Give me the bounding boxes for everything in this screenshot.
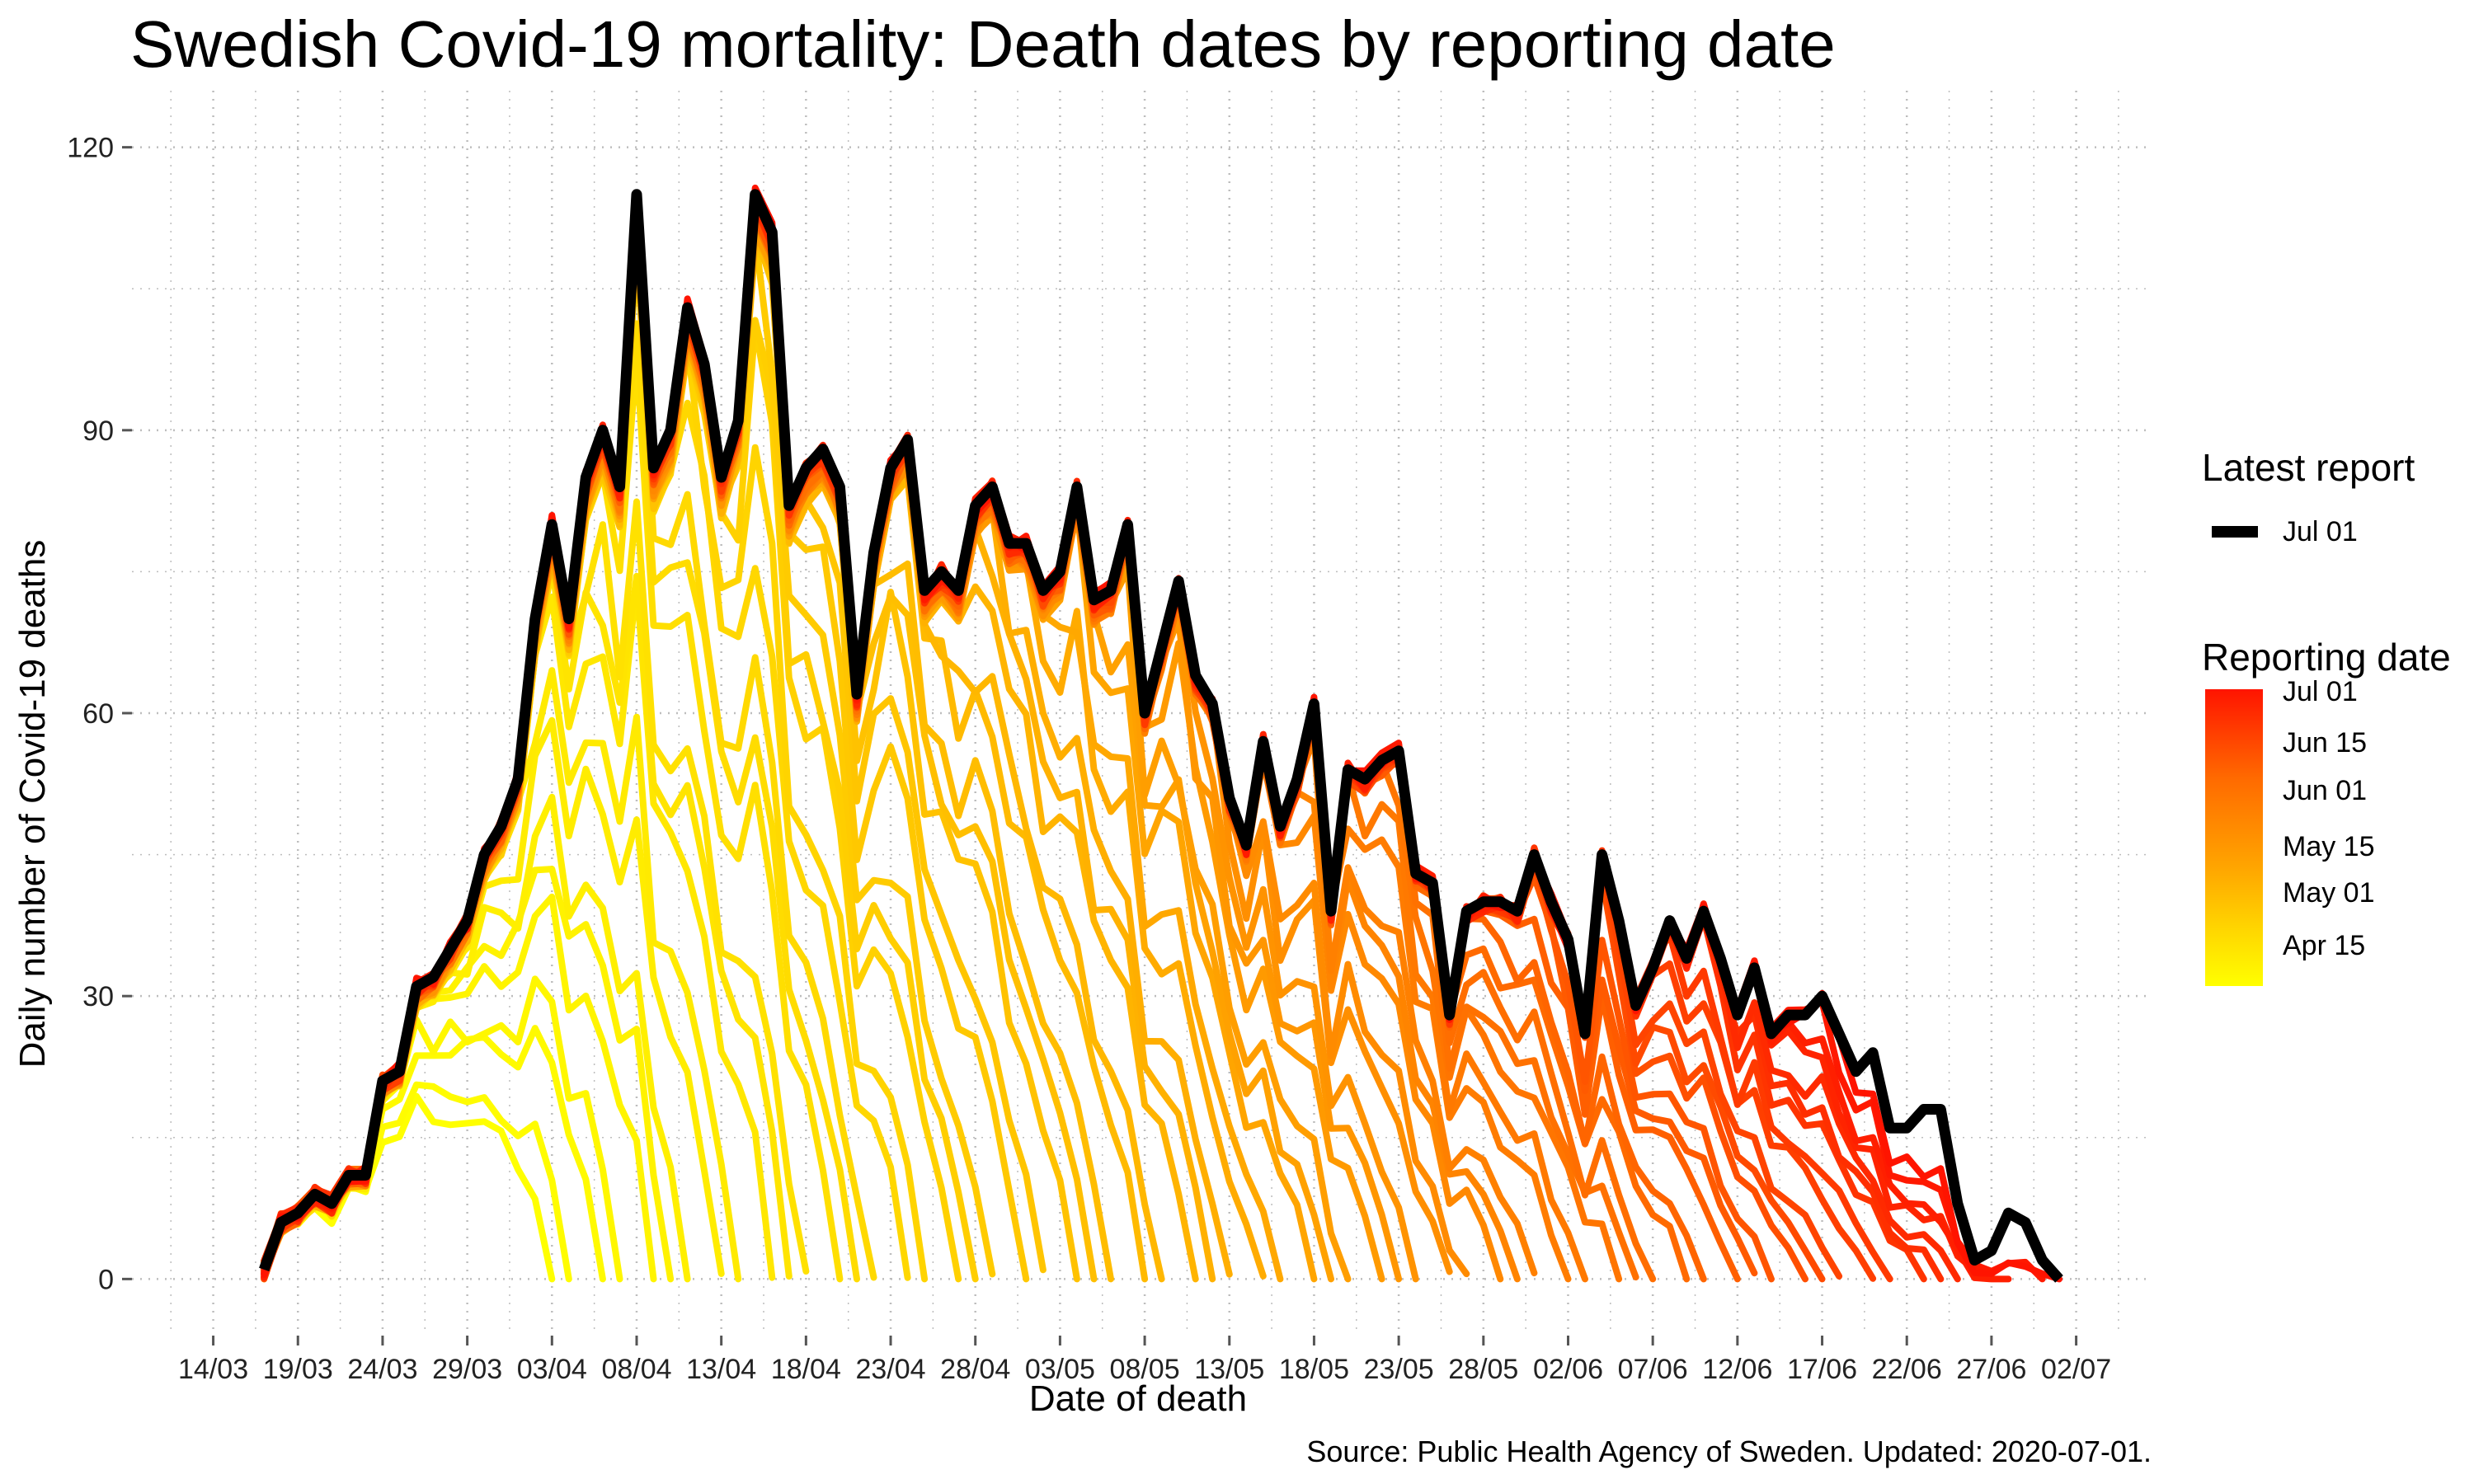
legend-reporting-label: Jun 01 [2283,775,2368,806]
x-tick-label: 12/06 [1702,1354,1772,1385]
x-tick-label: 28/04 [940,1354,1010,1385]
latest-report-line [259,189,2063,1283]
report-line [261,184,2062,1283]
x-tick-label: 24/03 [347,1354,417,1385]
legend-latest-label: Jul 01 [2283,516,2358,547]
x-axis-ticks: 14/03 19/03 24/03 29/03 03/04 08/04 13/04 18/04… [178,1336,2111,1385]
report-line [261,195,1945,1283]
legend-latest-title: Latest report [2202,446,2415,489]
x-tick-label: 22/06 [1872,1354,1942,1385]
y-tick-label: 0 [98,1264,114,1295]
x-axis-label: Date of death [1028,1378,1248,1419]
report-line [261,1025,606,1283]
legend-reporting-colorbar [2205,689,2263,986]
y-axis-label: Daily number of Covid-19 deaths [12,539,53,1068]
y-tick-label: 90 [82,416,114,447]
grid-lines [132,91,2152,1336]
report-line [261,320,860,1283]
chart-title: Swedish Covid-19 mortality: Death dates … [130,7,1836,81]
legend-reporting-title: Reporting date [2202,636,2451,679]
report-line [261,210,1538,1277]
legend-reporting-label: May 15 [2283,831,2375,862]
legend-reporting-label: May 01 [2283,877,2375,909]
x-tick-label: 13/04 [686,1354,756,1385]
report-lines [261,184,2062,1283]
legend-reporting-label: Jun 15 [2283,727,2368,758]
report-line [261,200,1691,1283]
legend-reporting-label: Jul 01 [2283,676,2358,707]
x-tick-label: 18/04 [771,1354,841,1385]
x-tick-label: 02/07 [2041,1354,2111,1385]
x-tick-label: 17/06 [1787,1354,1857,1385]
report-line [261,204,1741,1283]
x-tick-label: 27/06 [1956,1354,2026,1385]
x-tick-label: 08/05 [1110,1354,1180,1385]
y-tick-label: 60 [82,698,114,730]
x-tick-label: 19/03 [263,1354,333,1385]
x-tick-label: 18/05 [1279,1354,1349,1385]
x-tick-label: 03/04 [517,1354,587,1385]
x-tick-label: 23/05 [1364,1354,1434,1385]
source-note: Source: Public Health Agency of Sweden. … [1306,1435,2152,1468]
legend-latest-swatch [2212,526,2258,538]
x-tick-label: 07/06 [1618,1354,1688,1385]
latest-report-series [259,189,2063,1283]
report-line [261,228,1334,1283]
y-tick-label: 120 [67,133,114,164]
y-tick-label: 30 [82,981,114,1012]
x-tick-label: 13/05 [1194,1354,1264,1385]
x-tick-label: 28/05 [1448,1354,1518,1385]
legend-reporting-label: Apr 15 [2283,930,2366,961]
y-axis-ticks: 0 30 60 90 120 [67,133,132,1295]
x-tick-label: 08/04 [601,1354,671,1385]
x-tick-label: 03/05 [1025,1354,1095,1385]
x-tick-label: 02/06 [1533,1354,1603,1385]
x-tick-label: 23/04 [855,1354,925,1385]
x-tick-label: 29/03 [432,1354,502,1385]
x-tick-label: 14/03 [178,1354,248,1385]
